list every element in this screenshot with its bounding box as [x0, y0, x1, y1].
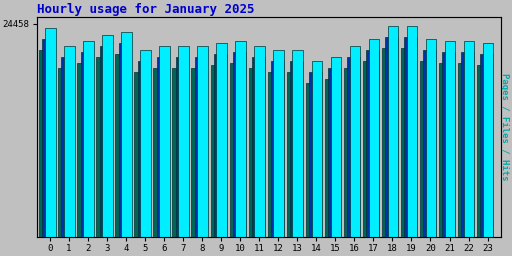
Bar	[99, 46, 112, 237]
Bar	[273, 50, 284, 237]
Bar	[135, 72, 150, 237]
Bar	[271, 61, 284, 237]
Bar	[328, 68, 340, 237]
Bar	[420, 61, 435, 237]
Bar	[138, 61, 151, 237]
Bar	[233, 52, 246, 237]
Bar	[102, 35, 113, 237]
Bar	[96, 57, 111, 237]
Bar	[119, 43, 132, 237]
Bar	[210, 66, 225, 237]
Bar	[268, 72, 283, 237]
Bar	[404, 37, 417, 237]
Bar	[83, 41, 94, 237]
Bar	[121, 32, 132, 237]
Y-axis label: Pages / Files / Hits: Pages / Files / Hits	[500, 73, 509, 181]
Bar	[366, 50, 379, 237]
Bar	[45, 28, 56, 237]
Bar	[140, 50, 151, 237]
Bar	[173, 68, 187, 237]
Bar	[385, 37, 398, 237]
Bar	[439, 63, 454, 237]
Bar	[480, 55, 493, 237]
Bar	[214, 55, 226, 237]
Bar	[290, 61, 303, 237]
Bar	[306, 83, 321, 237]
Bar	[159, 46, 170, 237]
Bar	[287, 72, 302, 237]
Bar	[80, 52, 93, 237]
Bar	[344, 68, 358, 237]
Bar	[388, 26, 398, 237]
Bar	[350, 46, 360, 237]
Bar	[61, 57, 74, 237]
Bar	[445, 41, 455, 237]
Bar	[362, 61, 378, 237]
Bar	[77, 63, 92, 237]
Bar	[236, 41, 246, 237]
Bar	[195, 57, 207, 237]
Bar	[176, 57, 188, 237]
Bar	[464, 41, 475, 237]
Bar	[425, 39, 436, 237]
Bar	[178, 46, 189, 237]
Bar	[442, 52, 455, 237]
Bar	[292, 50, 303, 237]
Bar	[382, 48, 397, 237]
Bar	[42, 39, 55, 237]
Bar	[325, 79, 339, 237]
Bar	[58, 68, 73, 237]
Bar	[229, 63, 244, 237]
Bar	[369, 39, 379, 237]
Bar	[407, 26, 417, 237]
Bar	[217, 43, 227, 237]
Text: Hourly usage for January 2025: Hourly usage for January 2025	[36, 3, 254, 16]
Bar	[197, 46, 208, 237]
Bar	[331, 57, 341, 237]
Bar	[483, 43, 494, 237]
Bar	[458, 63, 473, 237]
Bar	[311, 61, 322, 237]
Bar	[39, 50, 54, 237]
Bar	[423, 50, 436, 237]
Bar	[157, 57, 169, 237]
Bar	[461, 52, 474, 237]
Bar	[191, 68, 206, 237]
Bar	[309, 72, 322, 237]
Bar	[154, 68, 168, 237]
Bar	[64, 46, 75, 237]
Bar	[115, 55, 130, 237]
Bar	[254, 46, 265, 237]
Bar	[477, 66, 492, 237]
Bar	[347, 57, 360, 237]
Bar	[401, 48, 416, 237]
Bar	[248, 68, 264, 237]
Bar	[252, 57, 265, 237]
